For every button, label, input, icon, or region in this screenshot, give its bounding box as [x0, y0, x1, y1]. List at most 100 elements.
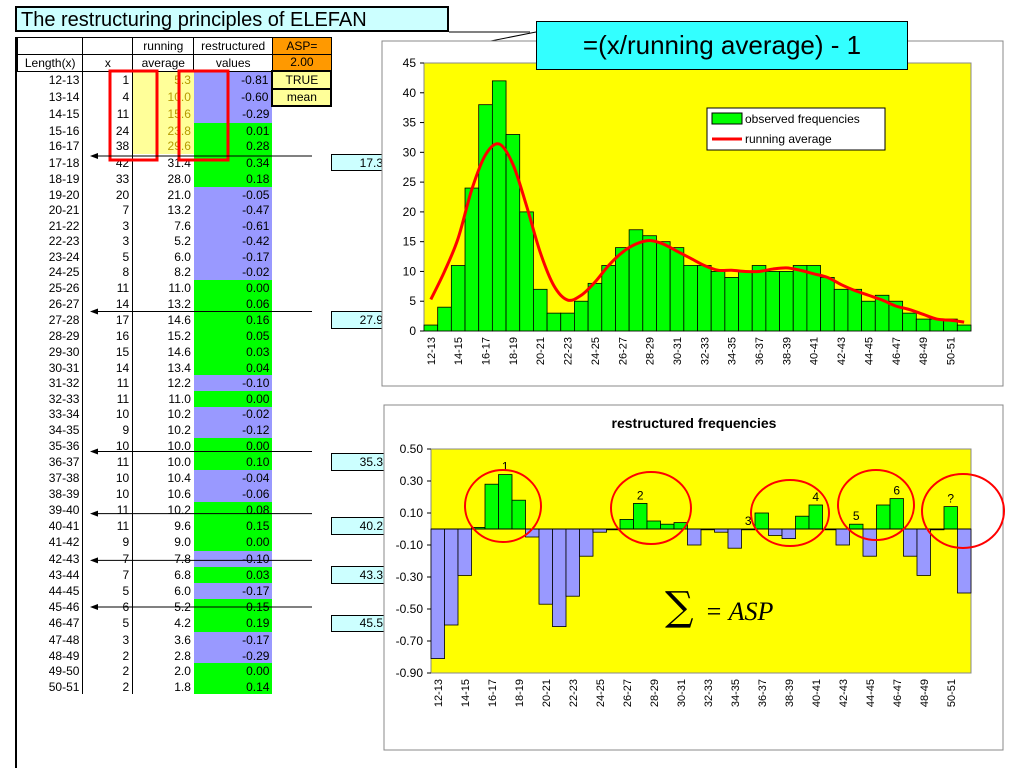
len-cell: 45-46 [17, 599, 84, 616]
len-cell: 16-17 [17, 138, 84, 155]
running-average-cell: 3.6 [132, 631, 194, 648]
restructured-value-cell: -0.61 [193, 218, 273, 234]
table-row: 20-21 7 13.2 -0.47 [17, 202, 387, 219]
observed-bar [847, 288, 862, 332]
table-row: 50-51 2 1.8 0.14 [17, 678, 387, 695]
y-tick-label: 15 [403, 235, 417, 249]
table-row: 12-13 1 5.3 -0.81 TRUE [17, 70, 387, 90]
restructured-bar [768, 528, 783, 536]
x-tick-label: 26-27 [622, 679, 634, 707]
len-cell: 24-25 [17, 264, 84, 281]
x-tick-label: 22-23 [563, 337, 575, 365]
restructured-bar [849, 523, 864, 530]
len-cell: 32-33 [17, 391, 84, 407]
restructured-bar [903, 528, 918, 557]
observed-bar [533, 288, 548, 332]
len-cell: 23-24 [17, 249, 84, 265]
running-average-cell: 1.8 [132, 678, 194, 695]
x-tick-label: 36-37 [757, 679, 769, 707]
restructured-bar [633, 502, 648, 530]
running-average-cell: 28.0 [132, 170, 194, 187]
peak-arrow-head [90, 557, 98, 564]
len-cell: 47-48 [17, 631, 84, 648]
x-cell: 10 [82, 486, 134, 502]
restructured-value-cell: -0.02 [193, 264, 273, 281]
x-tick-label: 44-45 [863, 337, 875, 365]
peak-arrow-head [90, 510, 98, 517]
peak-cell: 40.2 [330, 517, 388, 535]
restructured-value-cell: 0.18 [193, 170, 273, 187]
observed-bar [833, 288, 849, 332]
y-tick-label: 35 [403, 116, 417, 130]
x-tick-label: 24-25 [595, 679, 607, 707]
restructured-value-cell: -0.10 [193, 375, 273, 392]
table-row: 21-22 3 7.6 -0.61 [17, 218, 387, 234]
restructured-value-cell: 0.34 [193, 154, 273, 171]
table-row: 38-39 10 10.6 -0.06 [17, 486, 387, 502]
restructured-bar [619, 519, 634, 530]
restructured-bar [511, 499, 526, 530]
x-cell: 5 [82, 249, 134, 265]
observed-bar [820, 276, 835, 332]
x-tick-label: 18-19 [514, 679, 526, 707]
sum-annotation: = ASP [705, 597, 773, 626]
running-average-cell: 13.2 [132, 202, 194, 219]
restructured-value-cell: -0.04 [193, 470, 273, 487]
restructured-bar [430, 528, 445, 660]
table-row: 48-49 2 2.8 -0.29 [17, 647, 387, 664]
x-tick-label: 40-41 [809, 337, 821, 365]
x-tick-label: 40-41 [811, 679, 823, 707]
running-average-cell: 11.0 [132, 280, 194, 296]
peak-number-label: 5 [853, 509, 860, 523]
table-row: 32-33 11 11.0 0.00 [17, 391, 387, 407]
restructured-bar [687, 528, 702, 546]
restructured-value-cell: -0.47 [193, 202, 273, 219]
len-cell: 36-37 [17, 453, 84, 471]
x-cell: 5 [82, 615, 134, 632]
y-tick-label: 40 [403, 86, 417, 100]
x-cell: 11 [82, 280, 134, 296]
len-cell: 14-15 [17, 106, 84, 123]
observed-bar [697, 265, 712, 332]
header-cell: average [132, 53, 195, 72]
x-tick-label: 38-39 [781, 337, 793, 365]
running-average-cell: 13.4 [132, 359, 194, 376]
restructured-bar [646, 520, 661, 530]
restructured-bar [565, 528, 580, 597]
peak-highlight-ellipse [610, 471, 692, 545]
x-cell: 3 [82, 631, 134, 648]
table-row: 46-47 5 4.2 0.19 45.5 [17, 614, 388, 633]
restructured-bar [498, 474, 513, 530]
x-cell: 11 [82, 375, 134, 392]
table-row: 40-41 11 9.6 0.15 40.2 [17, 517, 388, 535]
peak-arrow-head [90, 153, 98, 160]
x-tick-label: 30-31 [676, 679, 688, 707]
len-cell: 20-21 [17, 202, 84, 219]
restructured-value-cell: -0.12 [193, 422, 273, 438]
observed-bar [519, 211, 534, 332]
len-cell: 38-39 [17, 486, 84, 502]
y-tick-label: 10 [403, 264, 417, 278]
len-cell: 46-47 [17, 615, 84, 632]
x-cell: 2 [82, 647, 134, 664]
x-tick-label: 20-21 [541, 679, 553, 707]
table-header-row-2: Length(x) x average values 2.00 [16, 53, 387, 72]
x-cell: 2 [82, 678, 134, 695]
x-tick-label: 26-27 [617, 337, 629, 365]
x-tick-label: 34-35 [727, 337, 739, 365]
x-cell: 7 [82, 550, 134, 567]
x-tick-label: 46-47 [891, 337, 903, 365]
table-row: 18-19 33 28.0 0.18 [17, 170, 387, 187]
observed-bar [738, 271, 753, 332]
slide-title: The restructuring principles of ELEFAN [15, 6, 449, 32]
peak-arrow-head [90, 603, 98, 610]
running-average-cell: 2.0 [132, 663, 194, 679]
peak-number-label: 4 [812, 490, 819, 504]
len-cell: 26-27 [17, 295, 84, 312]
restructured-value-cell: 0.00 [193, 534, 273, 551]
table-row: 47-48 3 3.6 -0.17 [17, 631, 387, 648]
restructured-bar [889, 498, 904, 530]
len-cell: 29-30 [17, 344, 84, 360]
table-row: 16-17 38 29.6 0.28 [17, 138, 387, 155]
